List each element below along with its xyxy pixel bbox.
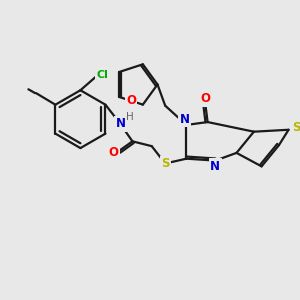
Text: O: O — [108, 146, 118, 159]
Text: N: N — [116, 118, 126, 130]
Text: Cl: Cl — [97, 70, 109, 80]
Text: S: S — [161, 157, 170, 170]
Text: N: N — [179, 113, 190, 126]
Text: N: N — [210, 160, 220, 173]
Text: O: O — [201, 92, 211, 105]
Text: S: S — [292, 121, 300, 134]
Text: H: H — [126, 112, 134, 122]
Text: O: O — [126, 94, 136, 107]
